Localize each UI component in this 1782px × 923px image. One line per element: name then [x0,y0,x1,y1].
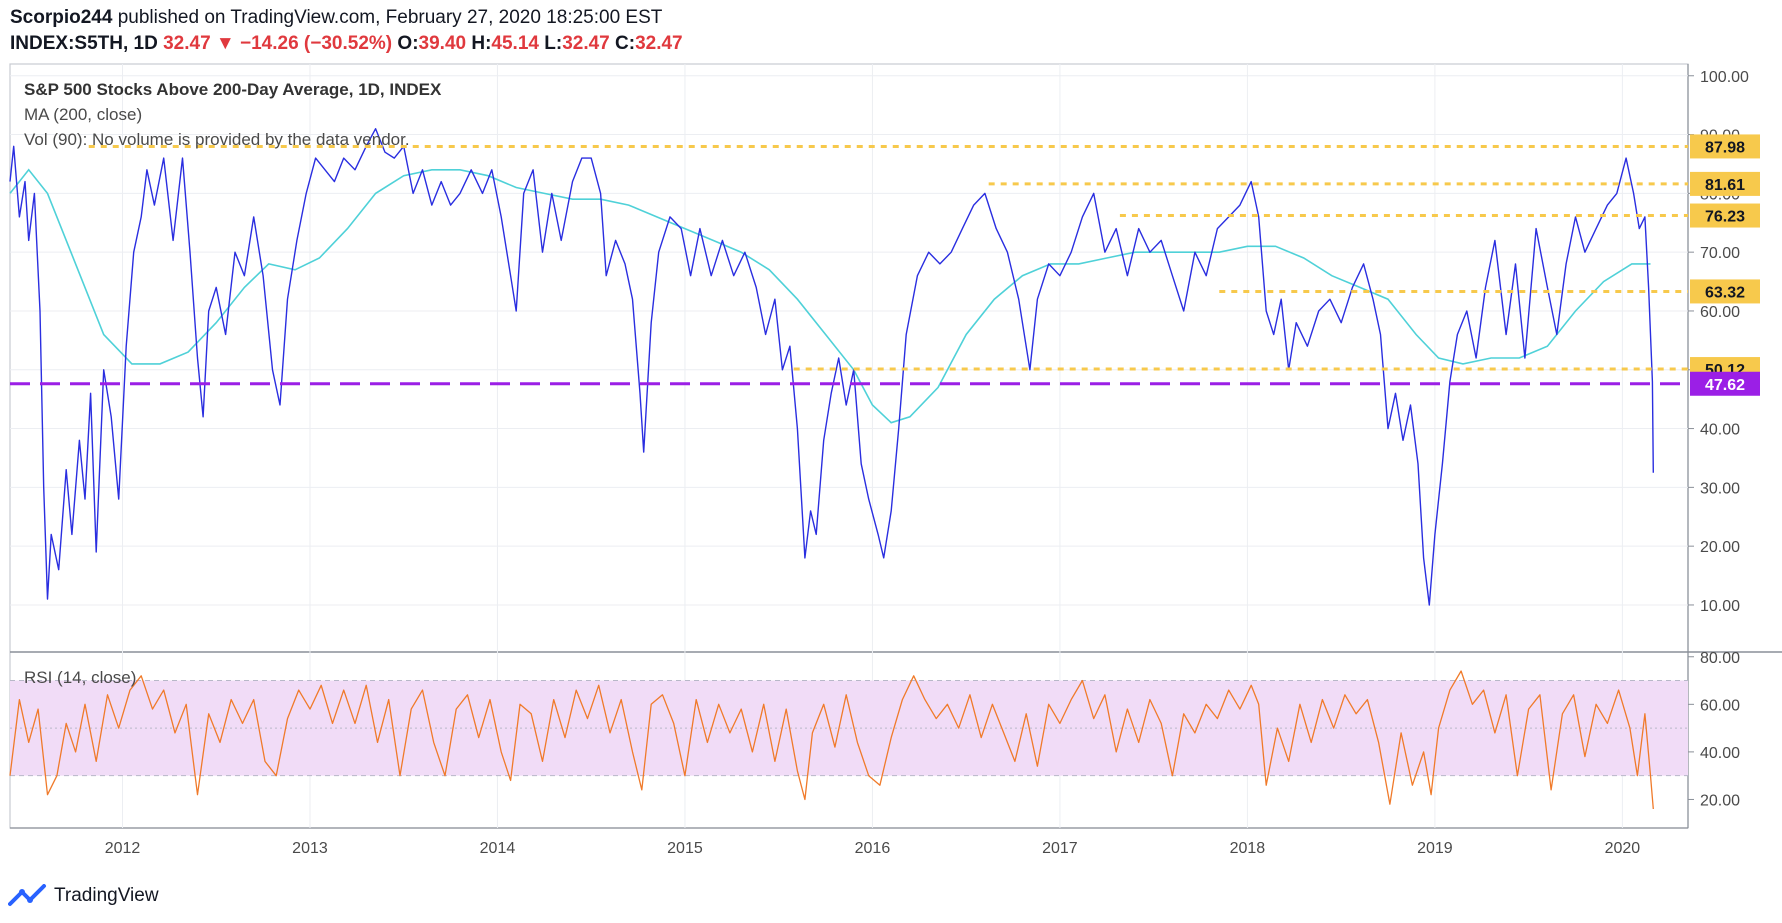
x-tick-label: 2015 [667,840,703,857]
x-tick-label: 2014 [480,840,516,857]
y-tick-label: 20.00 [1700,539,1740,556]
rsi-tick-label: 40.00 [1700,745,1740,762]
down-arrow-icon: ▼ [215,33,235,54]
rsi-legend: RSI (14, close) [24,668,137,687]
rsi-band [10,680,1688,776]
y-tick-label: 70.00 [1700,245,1740,262]
y-tick-label: 60.00 [1700,304,1740,321]
price-line [9,127,1654,606]
vol-legend: Vol (90): No volume is provided by the d… [24,130,410,149]
open-value: 39.40 [418,33,467,54]
rsi-tick-label: 20.00 [1700,792,1740,809]
ma-line [9,168,1651,424]
tradingview-logo-icon [8,884,46,906]
last-price: 32.47 [163,33,211,54]
close-label: C: [615,33,636,54]
level-label-bg [1690,134,1760,159]
symbol-quote: INDEX:S5TH, 1D 32.47 ▼ −14.26 (−30.52%) … [10,33,683,55]
x-tick-label: 2012 [105,840,141,857]
level-label: 87.98 [1705,139,1745,156]
y-tick-label: 30.00 [1700,480,1740,497]
x-tick-label: 2020 [1605,840,1641,857]
x-tick-label: 2017 [1042,840,1078,857]
price-change: −14.26 (−30.52%) [240,33,393,54]
high-label: H: [471,33,492,54]
x-tick-label: 2016 [855,840,891,857]
low-label: L: [544,33,563,54]
x-tick-label: 2018 [1230,840,1266,857]
level-label: 76.23 [1705,209,1745,226]
level-label-bg [1690,371,1760,396]
close-value: 32.47 [635,33,683,54]
chart-title: S&P 500 Stocks Above 200-Day Average, 1D… [24,80,442,99]
level-label: 63.32 [1705,284,1745,301]
footer: TradingView [8,884,159,908]
x-tick-label: 2013 [292,840,328,857]
ma-legend: MA (200, close) [24,105,143,124]
rsi-tick-label: 80.00 [1700,650,1740,667]
y-tick-label: 40.00 [1700,422,1740,439]
y-tick-label: 100.00 [1700,69,1749,86]
x-tick-label: 2019 [1417,840,1453,857]
level-label-bg [1690,171,1760,196]
author-name[interactable]: Scorpio244 [10,7,113,28]
open-label: O: [397,33,419,54]
publish-info: Scorpio244 published on TradingView.com,… [10,7,662,29]
brand-name[interactable]: TradingView [54,885,159,906]
level-label: 81.61 [1705,177,1745,194]
level-label-bg [1690,203,1760,228]
rsi-tick-label: 60.00 [1700,697,1740,714]
publish-date: published on TradingView.com, February 2… [117,7,663,28]
level-label: 47.62 [1705,377,1745,394]
rsi-line [9,670,1654,810]
y-tick-label: 10.00 [1700,598,1740,615]
low-value: 32.47 [562,33,610,54]
level-label-bg [1690,279,1760,304]
symbol: INDEX:S5TH, 1D [10,33,158,54]
high-value: 45.14 [491,33,539,54]
